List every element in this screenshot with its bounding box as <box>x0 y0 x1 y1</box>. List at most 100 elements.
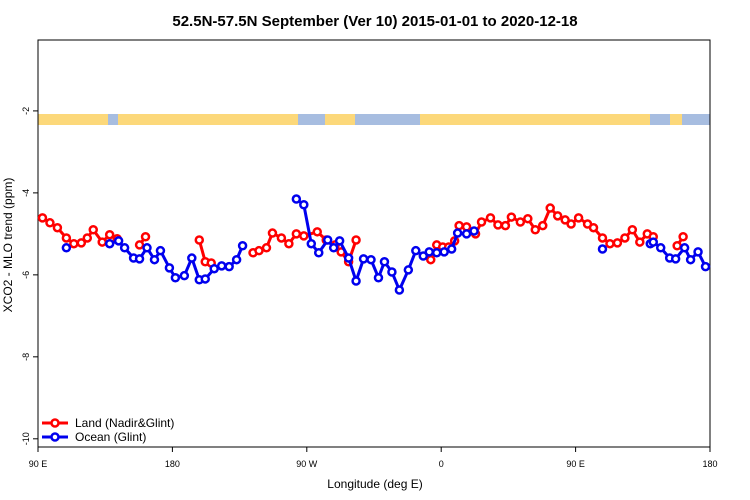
point <box>655 243 666 253</box>
x-axis-label: Longitude (deg E) <box>327 477 422 491</box>
point <box>237 241 248 251</box>
land-band <box>420 114 650 125</box>
point <box>366 254 376 265</box>
point <box>500 220 511 231</box>
point <box>209 263 219 274</box>
point <box>394 285 405 295</box>
map-strip <box>38 114 710 125</box>
point <box>373 272 384 283</box>
point <box>155 245 166 256</box>
point <box>597 244 608 254</box>
y-tick-label: -10 <box>21 432 31 445</box>
point <box>446 244 457 254</box>
point <box>700 261 711 272</box>
plot-frame <box>37 39 711 448</box>
point <box>299 231 309 241</box>
point <box>216 261 227 271</box>
point <box>119 243 130 253</box>
legend-label: Ocean (Glint) <box>75 430 146 444</box>
point <box>299 200 309 210</box>
point <box>313 247 324 258</box>
point <box>493 220 503 230</box>
point <box>560 215 570 225</box>
point <box>69 238 79 249</box>
point <box>670 254 681 264</box>
point <box>461 229 472 239</box>
point <box>403 265 414 275</box>
point <box>537 220 548 231</box>
land-band <box>325 114 355 125</box>
point <box>424 247 435 257</box>
point <box>439 247 449 257</box>
point <box>267 228 278 238</box>
point <box>45 218 55 228</box>
land-band <box>38 114 108 125</box>
y-tick-label: -4 <box>21 189 31 197</box>
point <box>37 213 48 223</box>
point <box>254 245 264 256</box>
point <box>597 233 608 243</box>
point <box>52 222 63 233</box>
point <box>82 233 93 243</box>
point <box>552 211 563 221</box>
point <box>276 233 287 243</box>
point <box>343 253 354 263</box>
point <box>134 254 145 264</box>
point <box>387 267 397 277</box>
point <box>284 238 294 249</box>
point <box>476 217 487 227</box>
point <box>515 217 526 227</box>
point <box>224 261 234 272</box>
point <box>693 247 703 257</box>
x-tick-label: 90 E <box>566 459 585 469</box>
point <box>351 235 361 245</box>
point <box>379 256 390 267</box>
point <box>97 237 107 247</box>
point <box>530 225 541 235</box>
point <box>418 251 429 261</box>
point <box>566 219 576 229</box>
point <box>113 236 124 246</box>
x-tick-label: 180 <box>702 459 717 469</box>
point <box>291 194 302 204</box>
y-tick-label: -6 <box>21 271 31 279</box>
x-tick-label: 90 E <box>29 459 48 469</box>
legend-marker <box>50 432 60 442</box>
point <box>322 235 333 245</box>
point <box>88 225 99 235</box>
legend-label: Land (Nadir&Glint) <box>75 416 174 430</box>
land-band <box>118 114 298 125</box>
point <box>678 231 688 242</box>
point <box>506 212 517 222</box>
point <box>261 243 272 253</box>
y-tick-label: -8 <box>21 353 31 361</box>
point <box>411 245 421 256</box>
point <box>328 243 339 253</box>
point <box>545 203 555 213</box>
point <box>142 243 152 253</box>
point <box>648 237 659 247</box>
point <box>485 213 496 223</box>
point <box>170 272 181 283</box>
point <box>312 227 323 237</box>
point <box>425 254 436 265</box>
point <box>76 238 87 248</box>
point <box>231 254 242 265</box>
point <box>573 213 584 223</box>
point <box>187 253 197 263</box>
point <box>104 229 115 240</box>
point <box>194 235 205 245</box>
point <box>140 231 151 242</box>
y-tick-label: -2 <box>21 107 31 115</box>
chart-title: 52.5N-57.5N September (Ver 10) 2015-01-0… <box>172 13 577 30</box>
point <box>104 238 115 249</box>
point <box>334 236 345 246</box>
point <box>61 243 72 253</box>
land-band <box>670 114 682 125</box>
x-tick-label: 90 W <box>296 459 318 469</box>
legend: Land (Nadir&Glint)Ocean (Glint) <box>42 416 174 444</box>
point <box>149 254 160 265</box>
point <box>679 243 690 253</box>
point <box>685 254 696 265</box>
